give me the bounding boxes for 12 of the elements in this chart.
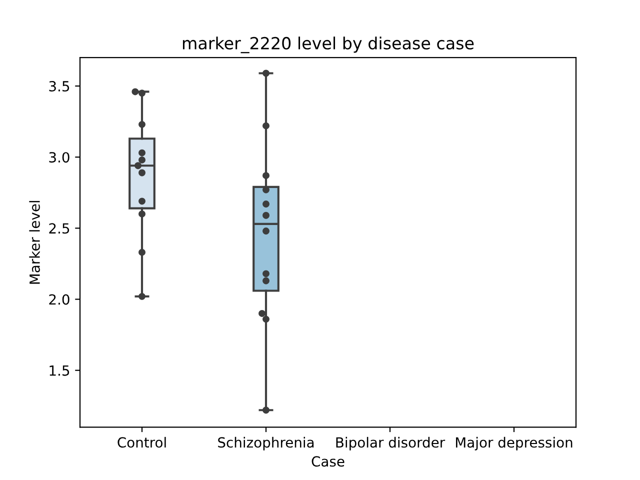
- y-axis-title: Marker level: [29, 200, 40, 284]
- y-tick-label: 3.5: [49, 81, 70, 92]
- x-tick-label: Bipolar disorder: [336, 436, 446, 450]
- x-tick-label: Major depression: [456, 436, 572, 450]
- y-tick-label: 2.5: [49, 223, 70, 234]
- y-tick-label: 2.0: [49, 294, 70, 305]
- x-tick-label: Schizophrenia: [218, 436, 314, 450]
- chart-title: marker_2220 level by disease case: [182, 36, 474, 54]
- x-axis-title: Case: [312, 456, 344, 467]
- y-tick-label: 1.5: [50, 365, 70, 376]
- x-tick-label: Control: [118, 436, 166, 448]
- y-tick-label: 3.0: [49, 152, 70, 163]
